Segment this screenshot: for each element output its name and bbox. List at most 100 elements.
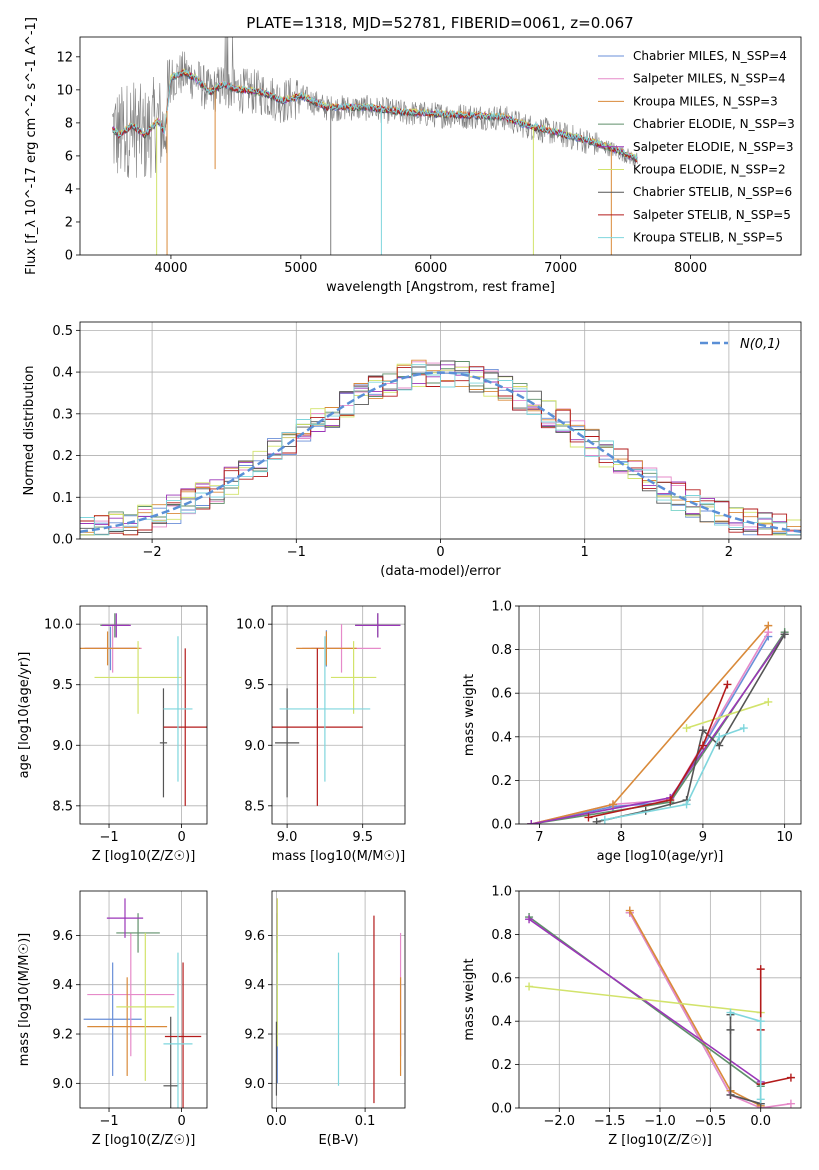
x-axis-label: age [log10(age/yr)] [597, 849, 724, 864]
residuals-frame: −2 −1 0 1 2 0.0 0.1 0.2 0.3 0.4 0.5 (data-model)/er… [22, 321, 802, 579]
x-tick-label: 0 [436, 545, 444, 560]
spectrum-frame: 4000 5000 6000 7000 8000 0 2 4 6 8 10 12 wavelength … [24, 17, 802, 295]
legend-label: Chabrier MILES, N_SSP=4 [633, 49, 787, 63]
y-tick-label: 8.5 [52, 799, 73, 814]
x-tick-label: 6000 [414, 261, 447, 276]
legend-label: N(0,1) [740, 337, 781, 352]
legend-label: Salpeter MILES, N_SSP=4 [633, 72, 786, 86]
mass-vs-Z-plot-area [83, 898, 202, 1108]
y-tick-label: 9.5 [52, 678, 73, 693]
age-vs-Z-frame: −1 0 8.5 9.0 9.5 10.0 Z [log10(Z/Z☉)] age [log1… [17, 605, 208, 864]
axes-frame [79, 890, 208, 1109]
y-tick-label: 8 [65, 116, 73, 131]
x-tick-label: −2.0 [543, 1114, 575, 1129]
weight-line-chabrier-stelib [596, 633, 786, 823]
mass-vs-ebv-frame: 0.0 0.1 9.0 9.2 9.4 9.6 E(B-V) [244, 890, 406, 1148]
x-tick-label: −0.5 [695, 1114, 727, 1129]
x-tick-label: 0.1 [355, 1114, 376, 1129]
x-tick-label: 0.0 [750, 1114, 771, 1129]
y-tick-label: 9.0 [52, 1077, 73, 1092]
weight-marker [625, 906, 634, 915]
weight-marker [715, 741, 724, 750]
x-axis-label: Z [log10(Z/Z☉)] [92, 1133, 196, 1148]
age-vs-mass-frame: 9.0 9.5 8.5 9.0 9.5 10.0 mass [log10(M/M☉)] [236, 605, 406, 864]
y-tick-label: 9.0 [52, 739, 73, 754]
y-tick-label: 8.5 [244, 799, 265, 814]
y-tick-label: 0.3 [52, 407, 73, 422]
y-tick-label: 9.0 [244, 1077, 265, 1092]
weight-marker [525, 915, 534, 924]
weight-marker [756, 1095, 765, 1104]
y-tick-label: 0.2 [491, 1058, 512, 1073]
weight-line-chabrier-miles [629, 912, 761, 1105]
spectrum-legend: Chabrier MILES, N_SSP=4 Salpeter MILES, N… [598, 49, 795, 245]
x-tick-label: −1 [99, 1114, 118, 1129]
weight-vs-Z-axes [519, 890, 801, 1109]
y-axis-label: mass [log10(M/M☉)] [17, 933, 32, 1066]
x-tick-label: −2 [143, 545, 162, 560]
x-axis-label: Z [log10(Z/Z☉)] [92, 849, 196, 864]
weight-vs-age-axes [519, 605, 801, 825]
mass-vs-ebv-plot-area [275, 898, 402, 1104]
weight-line-kroupa-stelib [604, 727, 745, 821]
x-tick-label: 9 [699, 830, 707, 845]
weight-line-salpeter-elodie [531, 633, 786, 824]
weight-marker [764, 697, 773, 706]
weight-marker [584, 813, 593, 822]
weight-marker [764, 621, 773, 630]
weight-marker [682, 800, 691, 809]
y-tick-label: 10 [56, 83, 73, 98]
x-tick-label: 0 [177, 830, 185, 845]
legend-label: Salpeter STELIB, N_SSP=5 [633, 208, 791, 222]
weight-marker [726, 1008, 735, 1017]
x-tick-label: 8 [617, 830, 625, 845]
weight-line-kroupa-elodie [686, 701, 769, 729]
weight-marker [698, 726, 707, 735]
weight-marker [525, 982, 534, 991]
x-axis-label: mass [log10(M/M☉)] [272, 849, 405, 864]
weight-marker [786, 1073, 795, 1082]
x-tick-label: 10 [776, 830, 793, 845]
y-tick-label: 2 [65, 215, 73, 230]
model-spectrum-kroupa-stelib [112, 69, 638, 161]
figure-title: PLATE=1318, MJD=52781, FIBERID=0061, z=0… [246, 14, 633, 32]
x-tick-label: −1.0 [644, 1114, 676, 1129]
weight-marker [600, 815, 609, 824]
x-tick-label: 8000 [674, 261, 707, 276]
weight-marker [682, 724, 691, 733]
y-tick-label: 0.1 [52, 491, 73, 506]
y-axis-label: mass weight [462, 674, 477, 756]
weight-marker [726, 1090, 735, 1099]
y-tick-label: 1.0 [491, 885, 512, 900]
weight-line-salpeter-elodie [528, 918, 762, 1083]
x-tick-label: 7 [535, 830, 543, 845]
weight-vs-Z-plot-area [525, 906, 795, 1108]
weight-line-kroupa-miles [629, 910, 762, 1107]
weight-marker [592, 817, 601, 824]
weight-vs-Z-frame: −2.0 −1.5 −1.0 −0.5 0.0 0.0 0.2 0.4 0.6 0.8 1.0 Z [… [462, 885, 802, 1148]
y-tick-label: 9.4 [244, 978, 265, 993]
weight-marker [715, 732, 724, 741]
x-axis-label: E(B-V) [318, 1133, 358, 1148]
y-tick-label: 0.4 [491, 730, 512, 745]
x-tick-label: 9.5 [352, 830, 373, 845]
weight-line-chabrier-stelib [729, 1014, 762, 1105]
weight-line-salpeter-stelib [759, 969, 792, 1086]
y-tick-label: 0.8 [491, 928, 512, 943]
y-tick-label: 9.6 [52, 929, 73, 944]
x-axis-label: (data-model)/error [380, 564, 501, 579]
legend-label: Kroupa ELODIE, N_SSP=2 [633, 163, 786, 177]
weight-vs-age-plot-area [527, 621, 789, 824]
x-tick-label: 7000 [544, 261, 577, 276]
axes-frame [518, 605, 802, 825]
spectrum-plot-area [112, 37, 638, 255]
axes-frame [271, 605, 406, 825]
y-tick-label: 0.4 [52, 366, 73, 381]
legend-label: Chabrier STELIB, N_SSP=6 [633, 185, 792, 199]
weight-marker [723, 680, 732, 689]
weight-marker [698, 741, 707, 750]
weight-vs-age-frame: 7 8 9 10 0.0 0.2 0.4 0.6 0.8 1.0 age [log10(age/yr… [462, 600, 802, 864]
legend-label: Kroupa STELIB, N_SSP=5 [633, 231, 783, 245]
x-tick-label: 4000 [154, 261, 187, 276]
axes-frame [79, 605, 208, 825]
